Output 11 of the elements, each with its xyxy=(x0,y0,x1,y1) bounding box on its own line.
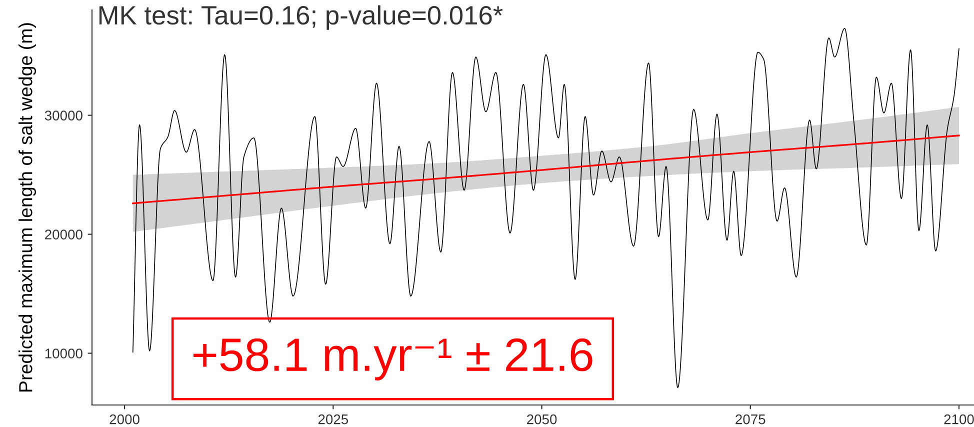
x-tick-label: 2025 xyxy=(318,414,348,424)
x-tick-label: 2100 xyxy=(944,414,974,424)
x-tick-label: 2000 xyxy=(110,414,140,424)
x-tick-label: 2050 xyxy=(527,414,557,424)
chart-title: MK test: Tau=0.16; p-value=0.016* xyxy=(99,5,503,30)
y-tick-label: 10000 xyxy=(45,348,82,358)
y-tick-label: 20000 xyxy=(45,230,82,240)
y-tick-label: 30000 xyxy=(44,110,82,120)
x-tick-label: 2075 xyxy=(736,414,766,424)
annotation: +58.1 m.yr⁻¹ ± 21.6 xyxy=(194,338,592,380)
y-axis-title: Predicted maximum length of salt wedge (m) xyxy=(18,23,36,392)
